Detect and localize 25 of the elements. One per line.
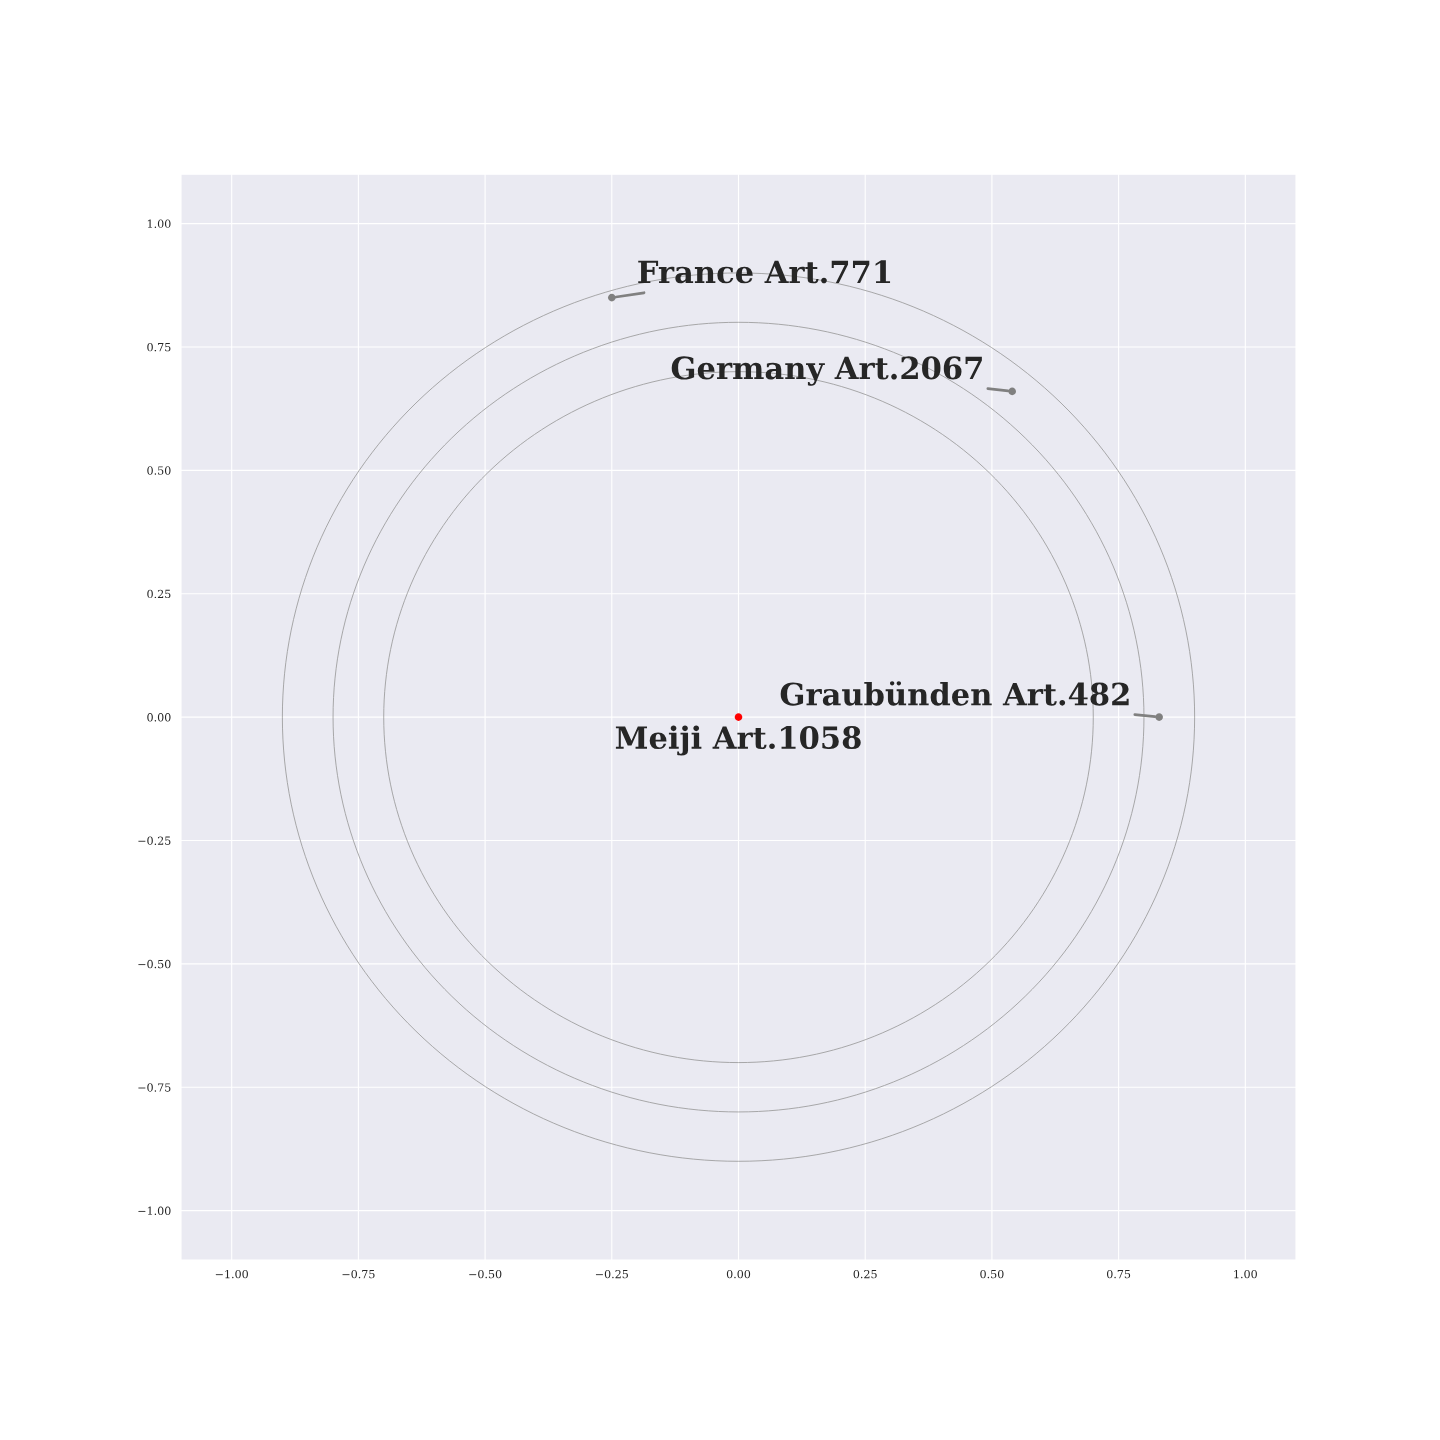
x-tick-label: 1.00	[1234, 1269, 1257, 1279]
y-tick-label: −0.50	[138, 959, 171, 969]
y-tick-label: 0.50	[147, 466, 171, 475]
y-tick-label: −1.00	[138, 1206, 171, 1216]
y-tick-label: 1.00	[147, 219, 171, 228]
x-tick-label: 0.75	[1106, 1269, 1131, 1279]
x-tick-label: 0.25	[853, 1269, 877, 1279]
point	[1155, 713, 1163, 721]
annotation: France Art.771	[638, 260, 891, 284]
y-tick-label: −0.25	[138, 836, 171, 845]
x-tick-label: −0.50	[469, 1269, 502, 1279]
point	[608, 293, 616, 302]
annotation: Germany Art.2067	[671, 356, 982, 386]
point	[1008, 387, 1016, 396]
y-tick-label: 0.00	[147, 713, 171, 722]
y-tick-label: 0.75	[147, 342, 171, 352]
annotation: Meiji Art.1058	[615, 725, 861, 756]
x-tick-label: −1.00	[215, 1269, 248, 1279]
x-tick-label: −0.75	[342, 1269, 375, 1279]
y-tick-label: 0.25	[147, 589, 171, 599]
y-tick-label: −0.75	[138, 1083, 171, 1092]
annotation: Graubünden Art.482	[780, 681, 1129, 706]
x-tick-label: −0.25	[595, 1269, 628, 1279]
x-tick-label: 0.00	[726, 1269, 751, 1279]
x-tick-label: 0.50	[980, 1269, 1004, 1279]
